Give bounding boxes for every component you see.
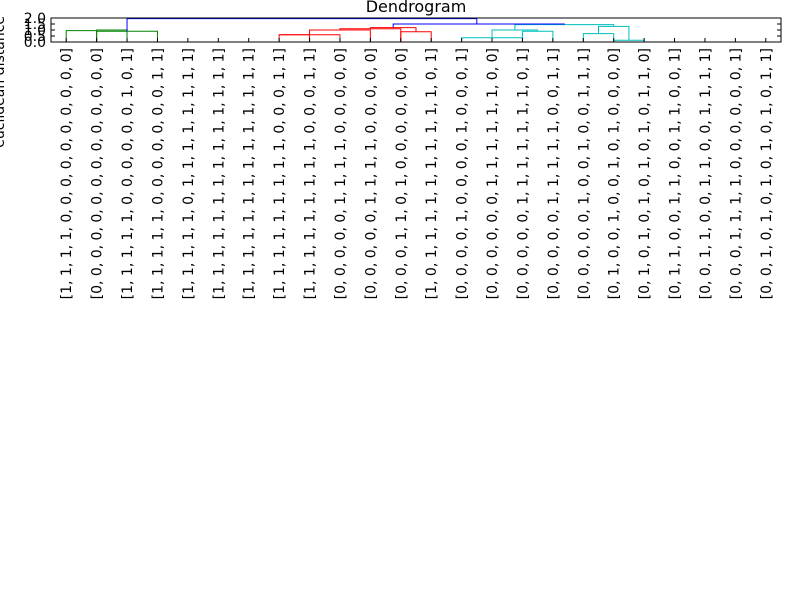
dendrogram-links — [65, 18, 645, 42]
x-tick-label-14: [0, 0, 0, 0, 0, 0, 1, 1, 1, 1, 1, 1, 0, … — [485, 48, 501, 299]
x-tick-label-1: [0, 0, 0, 0, 0, 0, 0, 0, 0, 0, 0, 0, 0, … — [90, 48, 106, 299]
x-tick-label-13: [0, 0, 0, 0, 1, 0, 0, 0, 0, 1, 0, 0, 0, … — [455, 48, 471, 299]
x-tick-label-11: [0, 0, 0, 1, 1, 0, 1, 0, 0, 0, 0, 0, 0, … — [394, 48, 410, 299]
dendrogram-link-7 — [400, 31, 432, 42]
x-tick-label-9: [0, 0, 0, 0, 0, 1, 1, 1, 1, 0, 0, 0, 0, … — [333, 48, 349, 299]
y-tick-label-1: 0.5 — [24, 29, 46, 45]
x-tick-label-8: [1, 1, 1, 1, 1, 1, 1, 1, 1, 0, 0, 0, 1, … — [303, 48, 319, 299]
dendrogram-link-12 — [582, 33, 615, 42]
x-tick-label-16: [0, 0, 0, 0, 0, 1, 1, 1, 1, 1, 0, 0, 1, … — [546, 48, 562, 299]
x-tick-label-2: [1, 1, 1, 1, 1, 0, 0, 0, 0, 0, 0, 1, 0, … — [120, 48, 136, 299]
y-tick-label-3: 1.5 — [24, 17, 46, 33]
x-tick-label-18: [0, 1, 0, 0, 1, 0, 0, 1, 0, 1, 0, 0, 0, … — [607, 48, 623, 299]
y-tick-label-4: 2.0 — [24, 11, 46, 27]
dendrogram-link-0 — [65, 30, 98, 42]
y-tick-label-0: 0.0 — [24, 35, 46, 51]
x-tick-label-15: [0, 0, 0, 0, 0, 1, 1, 1, 1, 1, 1, 1, 0, … — [515, 48, 531, 299]
x-tick-label-3: [1, 1, 1, 1, 1, 0, 0, 0, 0, 0, 0, 0, 1, … — [150, 48, 166, 299]
dendrogram-link-16 — [392, 23, 565, 28]
x-tick-label-21: [0, 0, 1, 1, 0, 0, 1, 1, 0, 0, 1, 1, 1, … — [698, 48, 714, 299]
x-tick-label-5: [1, 1, 1, 1, 1, 1, 1, 1, 1, 1, 1, 1, 1, … — [211, 48, 227, 299]
x-tick-label-17: [0, 0, 0, 0, 0, 1, 0, 0, 1, 0, 0, 1, 1, … — [576, 48, 592, 299]
x-tick-label-0: [1, 1, 1, 1, 0, 0, 0, 0, 0, 0, 0, 0, 0, … — [59, 48, 75, 299]
chart-title: Dendrogram — [366, 0, 467, 16]
y-tick-label-2: 1.0 — [24, 23, 46, 39]
dendrogram-link-1 — [96, 29, 128, 42]
dendrogram-link-10 — [521, 30, 554, 42]
x-tick-label-7: [1, 1, 1, 1, 1, 1, 1, 1, 1, 0, 0, 0, 1, … — [272, 48, 288, 299]
dendrogram-link-17 — [126, 18, 478, 32]
x-tick-label-4: [1, 1, 1, 1, 1, 0, 1, 1, 1, 1, 1, 1, 1, … — [181, 48, 197, 299]
x-tick-label-19: [0, 1, 0, 1, 0, 1, 0, 1, 0, 1, 0, 1, 1, … — [637, 48, 653, 299]
x-tick-label-23: [0, 0, 1, 0, 1, 0, 1, 0, 1, 0, 1, 0, 1, … — [759, 48, 775, 299]
x-tick-label-12: [1, 0, 1, 1, 1, 1, 1, 1, 1, 1, 1, 1, 0, … — [424, 48, 440, 299]
y-axis-ticks: 0.00.51.01.52.0 — [24, 11, 781, 51]
x-tick-label-22: [0, 0, 0, 1, 1, 1, 1, 0, 0, 0, 0, 0, 0, … — [728, 48, 744, 299]
x-axis-ticks: [1, 1, 1, 1, 0, 0, 0, 0, 0, 0, 0, 0, 0, … — [59, 38, 775, 299]
x-tick-label-10: [0, 0, 0, 0, 0, 1, 1, 1, 1, 0, 0, 0, 0, … — [363, 48, 379, 299]
dendrogram-link-3 — [278, 34, 311, 42]
x-tick-label-6: [1, 1, 1, 1, 1, 1, 1, 1, 1, 1, 1, 1, 1, … — [242, 48, 258, 299]
x-tick-label-20: [0, 1, 1, 0, 0, 1, 1, 0, 0, 1, 1, 0, 0, … — [668, 48, 684, 299]
y-axis-label: euclidean distance — [0, 16, 8, 148]
dendrogram-link-8 — [369, 27, 417, 32]
